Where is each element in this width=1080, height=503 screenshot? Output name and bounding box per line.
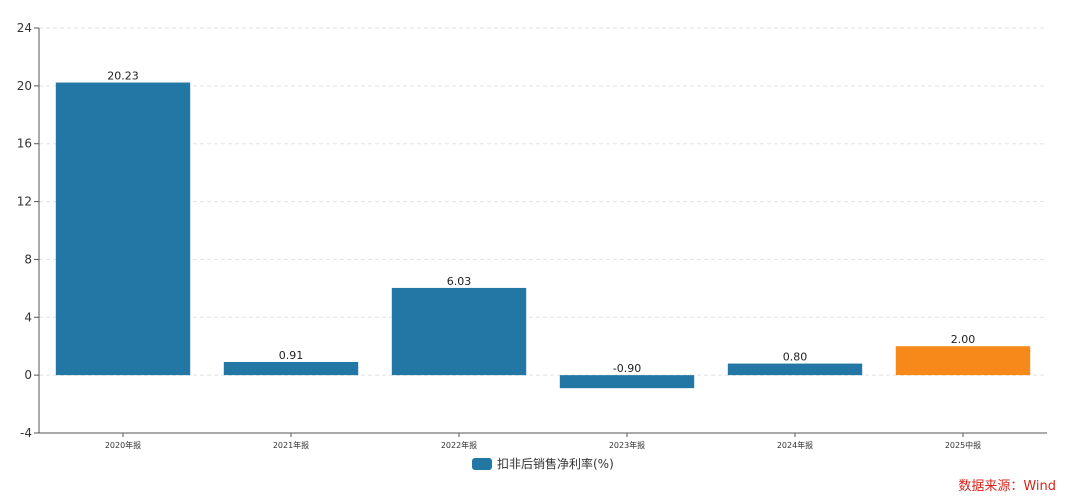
- bars: [55, 82, 1031, 389]
- y-tick-label: 24: [17, 21, 32, 35]
- y-tick-label: 4: [24, 310, 32, 324]
- bar: [895, 346, 1031, 376]
- data-label: 0.80: [783, 351, 808, 364]
- legend-swatch: [472, 457, 492, 470]
- data-labels: 20.23 0.91 6.03 -0.90 0.80 2.00: [107, 70, 975, 376]
- data-label: 20.23: [107, 70, 139, 83]
- y-tick-label: 12: [17, 195, 32, 209]
- y-tick-label: 8: [24, 252, 32, 266]
- x-tick-label: 2024年报: [777, 440, 813, 450]
- data-source-note: 数据来源：Wind: [958, 479, 1056, 494]
- x-tick-label: 2025中报: [945, 440, 981, 450]
- x-tick-label: 2021年报: [273, 440, 309, 450]
- bar: [391, 287, 527, 376]
- x-tick-label: 2020年报: [105, 440, 141, 450]
- legend-label: 扣非后销售净利率(%): [497, 457, 614, 471]
- data-label: 0.91: [279, 349, 304, 362]
- grid-lines: [39, 27, 1047, 376]
- legend[interactable]: 扣非后销售净利率(%): [472, 455, 614, 472]
- y-tick-label: 16: [17, 137, 32, 151]
- bar: [55, 82, 191, 376]
- bar: [727, 363, 863, 376]
- bar: [223, 361, 359, 376]
- x-tick-label: 2022年报: [441, 440, 477, 450]
- x-tick-label: 2023年报: [609, 440, 645, 450]
- data-label: -0.90: [613, 362, 641, 375]
- axes: -4 0 4 8 12 16 20 24 2020年报 2021年报 2022年报 2023年报 202…: [17, 21, 1047, 450]
- y-tick-label: 20: [17, 79, 32, 93]
- y-tick-label: -4: [20, 426, 32, 440]
- data-label: 2.00: [951, 333, 976, 346]
- y-tick-label: 0: [24, 368, 32, 382]
- bar: [559, 375, 695, 389]
- data-label: 6.03: [447, 275, 472, 288]
